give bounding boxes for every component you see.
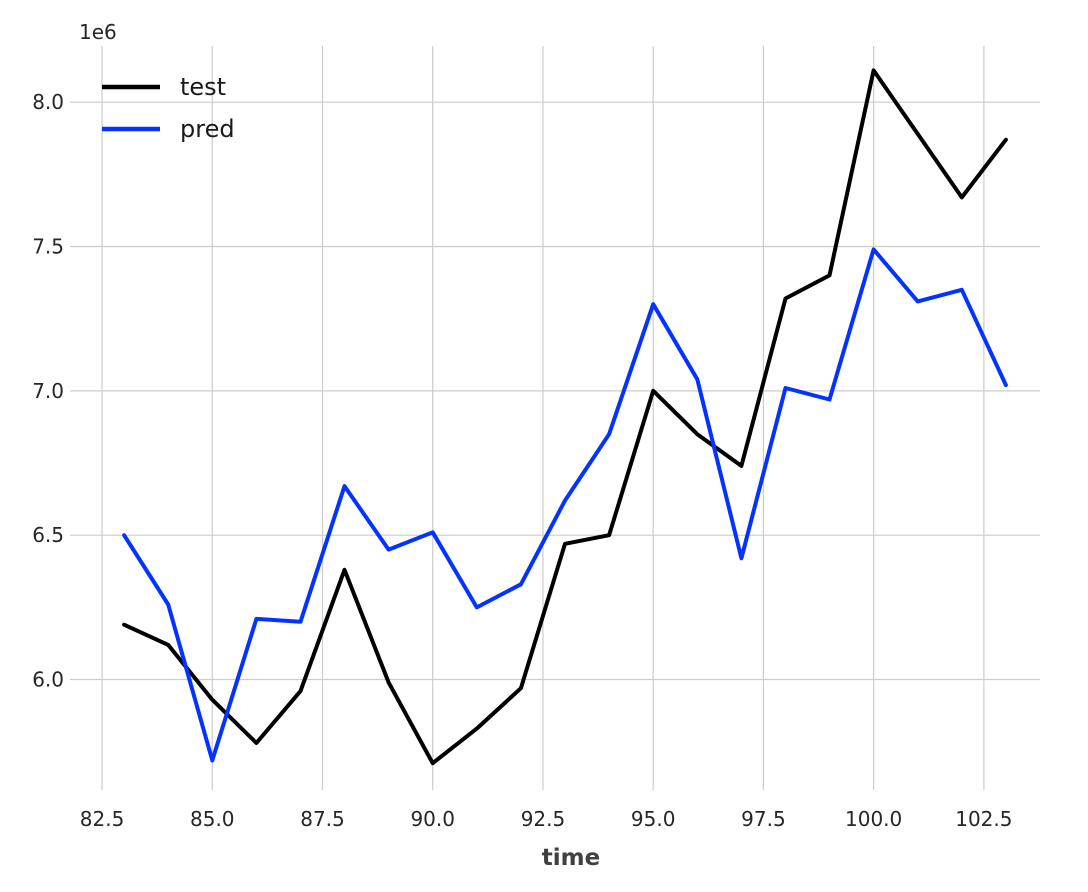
x-gridlines	[101, 46, 985, 790]
x-tick-label: 87.5	[300, 807, 345, 831]
y-tick-label: 7.5	[32, 235, 64, 259]
series-line-pred	[122, 247, 1008, 763]
series-layer	[122, 68, 1008, 766]
legend-label-test: test	[180, 73, 226, 101]
x-tick-labels: 82.5 85.0 87.5 90.0 92.5 95.0 97.5 100.0 102.5	[80, 807, 1013, 831]
legend: test pred	[102, 73, 235, 143]
x-tick-label: 82.5	[80, 807, 125, 831]
x-tick-label: 85.0	[190, 807, 235, 831]
y-tick-label: 8.0	[32, 90, 64, 114]
y-offset-label: 1e6	[79, 20, 117, 44]
y-tick-label: 7.0	[32, 379, 64, 403]
x-tick-label: 90.0	[410, 807, 455, 831]
y-tick-labels: 6.0 6.5 7.0 7.5 8.0	[32, 90, 64, 691]
y-tick-label: 6.5	[32, 523, 64, 547]
x-tick-label: 92.5	[521, 807, 566, 831]
x-tick-label: 100.0	[845, 807, 902, 831]
x-tick-label: 95.0	[631, 807, 676, 831]
x-tick-label: 97.5	[741, 807, 786, 831]
series-line-test	[122, 68, 1008, 766]
y-tick-label: 6.0	[32, 668, 64, 692]
legend-label-pred: pred	[180, 115, 235, 143]
y-gridlines	[70, 101, 1040, 681]
x-tick-label: 102.5	[955, 807, 1012, 831]
x-axis-label: time	[542, 845, 600, 871]
